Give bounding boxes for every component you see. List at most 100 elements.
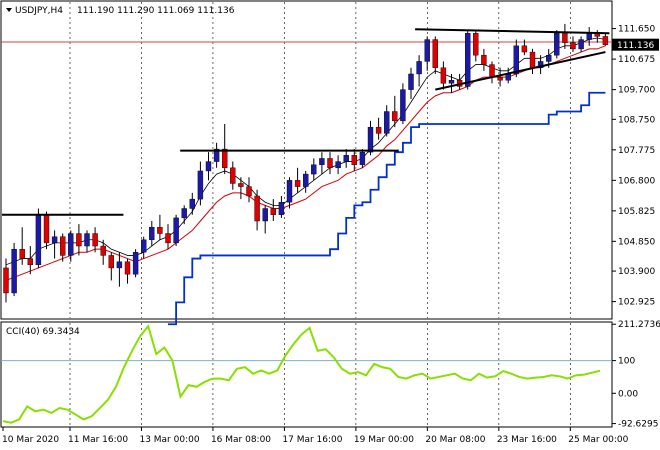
bull-candle [554,33,560,56]
bull-candle [149,227,155,240]
bear-candle [481,54,487,65]
price-tick-label: 104.850 [618,237,655,247]
price-panel [0,0,613,320]
bull-candle [116,261,123,269]
price-tick-label: 102.925 [618,298,655,308]
bull-candle [335,161,341,169]
bull-candle [132,252,139,275]
time-tick-label: 19 Mar 00:00 [354,435,414,445]
bull-candle [197,170,204,200]
bear-candle [157,227,163,234]
bull-candle [303,173,309,187]
bear-candle [351,155,357,165]
price-tick-label: 108.750 [618,115,655,125]
price-axis: 111.650 110.675 109.700 108.750 107.775 106.8… [612,25,655,308]
bull-candle [513,45,519,75]
bull-candle [384,111,390,134]
price-tick-label: 103.900 [618,267,655,277]
price-tick-label: 105.825 [618,207,655,217]
bear-candle [27,258,33,266]
bear-candle [432,39,438,68]
time-tick-label: 11 Mar 16:00 [68,435,128,445]
bear-candle [489,64,495,78]
support-line [435,51,606,91]
time-tick-label: 13 Mar 00:00 [139,435,199,445]
bull-candle [286,180,293,203]
price-tick-label: 109.700 [618,86,655,96]
bull-candle [35,214,42,266]
bull-candle [448,80,455,84]
price-tick-label: 107.775 [618,146,655,156]
bear-candle [76,233,82,247]
trend-lines [2,28,610,216]
lower-band-line [168,91,606,326]
bear-candle [521,45,528,53]
cci-tick-label: 100 [618,357,635,367]
bear-candle [254,195,260,222]
bear-candle [529,51,536,68]
candlesticks [3,23,609,303]
price-tick-label: 111.650 [618,25,655,35]
bull-candle [140,239,147,253]
bear-candle [392,111,398,122]
bull-candle [578,39,584,50]
bear-candle [327,158,333,169]
bull-candle [181,208,187,219]
bear-candle [60,236,66,256]
cci-line [2,324,601,424]
price-tick-label: 106.800 [618,176,655,186]
bear-candle [238,183,244,187]
price-tick-label: 110.675 [618,55,655,65]
bear-candle [108,255,115,269]
last-price-marker [612,38,659,51]
bull-candle [278,202,285,215]
bear-candle [19,248,25,259]
bull-candle [537,61,544,68]
time-axis: 10 Mar 2020 11 Mar 16:00 13 Mar 00:00 16 Ma… [2,427,629,445]
cci-axis: 211.2736 100 0.00 -92.6295 [612,320,660,430]
slow-moving-average-line [5,45,606,281]
bear-candle [246,186,252,197]
lower-band-path [168,91,606,326]
time-tick-label: 20 Mar 08:00 [425,435,485,445]
cci-indicator-label: CCI(40) 69.3434 [6,327,80,337]
bear-candle [100,245,106,256]
bear-candle [165,233,171,244]
bull-candle [586,33,592,40]
bull-candle [205,161,212,172]
collapse-triangle-icon[interactable] [6,8,12,12]
bear-candle [440,67,447,84]
bear-candle [562,33,568,43]
bull-candle [465,33,471,87]
cci-tick-label: -92.6295 [618,420,658,430]
bear-candle [124,261,131,275]
last-price-label: 111.136 [617,41,654,51]
ohlc-values: 111.190 111.290 111.069 111.136 [77,6,235,16]
bear-candle [602,36,609,45]
bull-candle [11,248,17,294]
cci-tick-label: 0.00 [618,389,638,399]
bear-candle [570,42,576,50]
bull-candle [311,164,317,175]
bull-candle [408,73,414,90]
cci-panel [0,321,613,428]
bull-candle [68,233,74,256]
bear-candle [230,167,236,184]
bull-candle [262,208,268,222]
time-tick-label: 17 Mar 16:00 [282,435,342,445]
bull-candle [359,151,366,165]
time-tick-label: 23 Mar 16:00 [497,435,557,445]
bear-candle [497,76,503,81]
bear-candle [270,208,276,215]
bull-candle [343,155,349,162]
bull-candle [319,158,325,165]
bull-candle [424,39,430,62]
time-tick-label: 16 Mar 08:00 [211,435,271,445]
bull-candle [173,217,179,244]
cci-tick-label: 211.2736 [618,320,660,330]
time-tick-label: 10 Mar 2020 [2,435,59,445]
resistance-line [415,28,610,35]
bull-candle [416,61,422,75]
slow-ma-path [5,45,606,281]
